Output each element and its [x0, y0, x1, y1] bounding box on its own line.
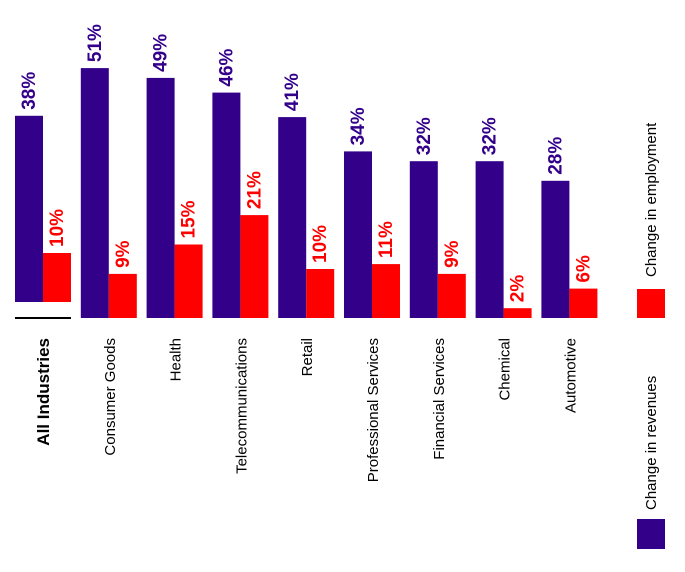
value-label-employment-retail: 10% [310, 225, 331, 263]
category-label-professional-services: Professional Services [365, 338, 382, 482]
bar-employment-all-industries [43, 253, 71, 302]
value-label-revenues-professional-services: 34% [348, 107, 369, 145]
value-label-revenues-all-industries: 38% [19, 72, 40, 110]
value-label-employment-consumer-goods: 9% [113, 240, 134, 268]
category-label-consumer-goods: Consumer Goods [102, 338, 119, 456]
bar-employment-financial-services [437, 273, 466, 318]
value-label-employment-telecommunications: 21% [244, 171, 265, 209]
value-label-revenues-retail: 41% [282, 73, 303, 111]
bar-revenues-consumer-goods [80, 68, 109, 318]
value-label-revenues-chemical: 32% [480, 117, 501, 155]
bar-employment-telecommunications [240, 215, 269, 318]
bar-employment-health [174, 244, 203, 318]
bar-revenues-professional-services [344, 151, 372, 318]
category-label-health: Health [168, 338, 185, 381]
bar-employment-automotive [569, 288, 598, 318]
value-label-employment-financial-services: 9% [442, 240, 463, 268]
bar-employment-retail [306, 269, 335, 318]
category-label-automotive: Automotive [562, 338, 579, 413]
bar-employment-consumer-goods [108, 273, 137, 318]
bar-revenues-telecommunications [212, 92, 241, 318]
legend-swatch-employment [637, 289, 665, 318]
bar-revenues-financial-services [409, 161, 438, 318]
bar-revenues-retail [278, 117, 307, 318]
category-label-telecommunications: Telecommunications [233, 338, 250, 474]
value-labels-group: 38% 10% 51% 9% 49% 15% 46% 21% 41% 10% 34% 11% 32% 9%… [19, 24, 594, 302]
value-label-revenues-health: 49% [151, 34, 172, 72]
value-label-employment-automotive: 6% [573, 255, 594, 283]
category-label-financial-services: Financial Services [431, 338, 448, 460]
bars-group [15, 68, 598, 319]
value-label-employment-chemical: 2% [508, 275, 529, 303]
bar-employment-chemical [503, 308, 532, 318]
value-label-employment-professional-services: 11% [376, 221, 397, 258]
bar-revenues-automotive [541, 180, 570, 318]
bar-revenues-all-industries [15, 115, 43, 302]
bar-revenues-chemical [475, 161, 504, 318]
value-label-employment-all-industries: 10% [47, 209, 68, 247]
value-label-revenues-consumer-goods: 51% [85, 24, 106, 62]
legend-swatch-revenues [637, 519, 665, 549]
category-label-retail: Retail [299, 338, 316, 376]
legend-label-revenues: Change in revenues [643, 376, 660, 510]
value-label-revenues-automotive: 28% [545, 137, 566, 175]
value-label-revenues-telecommunications: 46% [216, 48, 237, 86]
bar-employment-professional-services [372, 264, 400, 318]
value-label-revenues-financial-services: 32% [414, 117, 435, 155]
value-label-employment-health: 15% [179, 200, 200, 238]
category-label-all-industries: All Industries [34, 338, 53, 446]
legend-label-employment: Change in employment [643, 122, 660, 277]
category-label-chemical: Chemical [497, 338, 514, 401]
category-labels-group: All Industries Consumer Goods Health Teleco… [34, 338, 579, 482]
legend: Change in revenues Change in employment [637, 122, 665, 549]
bar-revenues-health [146, 77, 175, 319]
